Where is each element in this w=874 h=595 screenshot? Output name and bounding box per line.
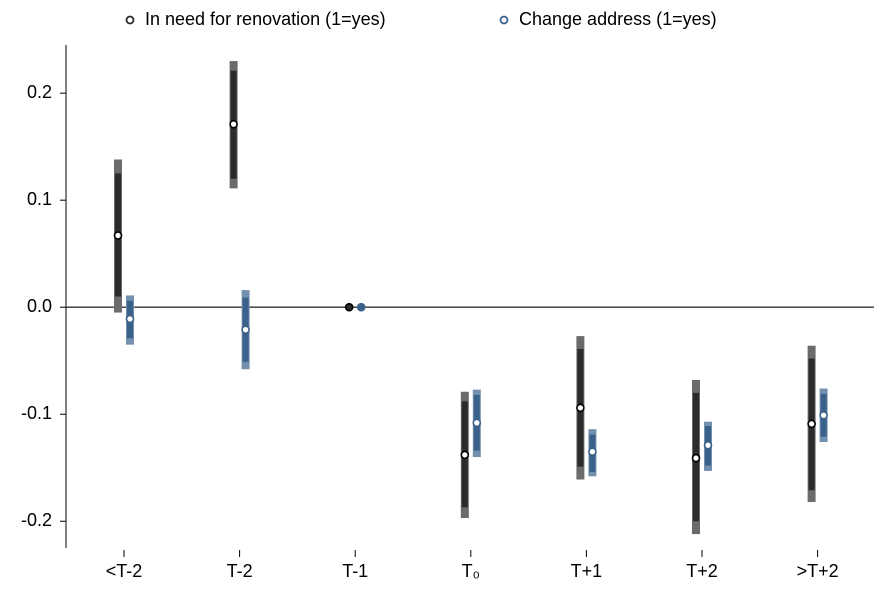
- point-estimate: [472, 418, 482, 428]
- point-estimate: [588, 447, 597, 456]
- x-tick-label: >T+2: [797, 561, 839, 581]
- x-tick-label: T+1: [571, 561, 603, 581]
- point-estimate: [819, 410, 828, 420]
- y-tick-label: 0.0: [27, 296, 52, 316]
- x-tick-label: T₀: [462, 561, 480, 581]
- y-tick-label: 0.1: [27, 189, 52, 209]
- y-tick-label: 0.2: [27, 82, 52, 102]
- point-estimate: [356, 302, 366, 312]
- legend-marker: [125, 15, 135, 25]
- point-estimate: [691, 453, 701, 463]
- point-estimate: [241, 325, 250, 334]
- point-estimate: [125, 314, 135, 324]
- point-estimate: [229, 119, 238, 129]
- point-estimate: [344, 302, 354, 312]
- point-estimate: [113, 231, 123, 240]
- point-estimate: [807, 419, 816, 429]
- legend-label: Change address (1=yes): [519, 9, 717, 29]
- y-tick-label: -0.2: [21, 510, 52, 530]
- legend-marker: [499, 15, 509, 25]
- x-tick-label: T+2: [686, 561, 718, 581]
- x-tick-label: T-2: [227, 561, 253, 581]
- point-estimate: [576, 403, 585, 413]
- y-tick-label: -0.1: [21, 403, 52, 423]
- x-tick-label: <T-2: [106, 561, 143, 581]
- point-estimate: [703, 440, 713, 450]
- x-tick-label: T-1: [342, 561, 368, 581]
- point-estimate: [460, 450, 470, 460]
- legend-label: In need for renovation (1=yes): [145, 9, 386, 29]
